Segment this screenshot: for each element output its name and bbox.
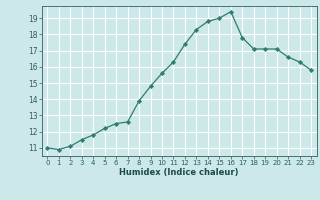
X-axis label: Humidex (Indice chaleur): Humidex (Indice chaleur) bbox=[119, 168, 239, 177]
